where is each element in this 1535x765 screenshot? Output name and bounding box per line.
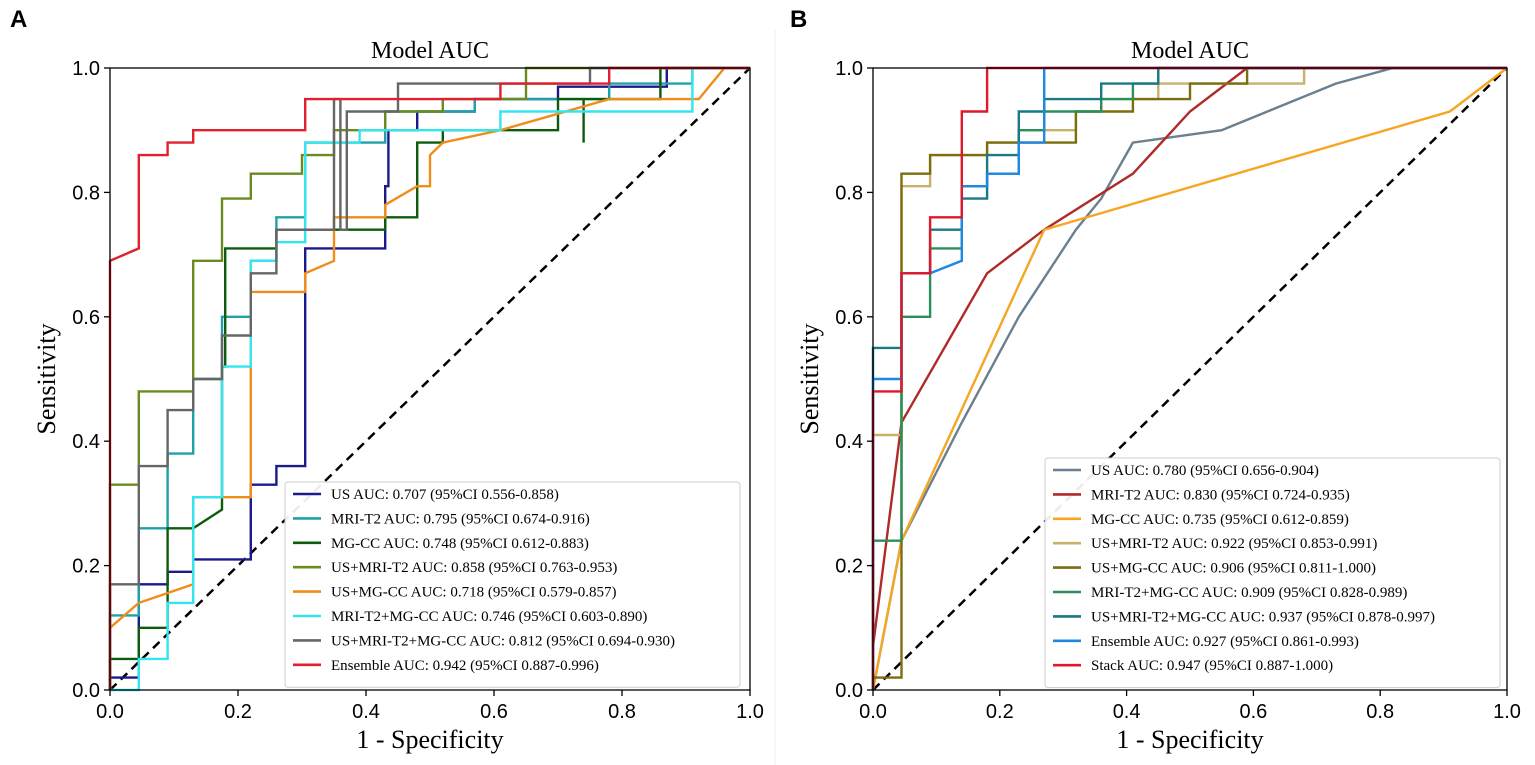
- panel-a-x-tick-label: 1.0: [736, 701, 764, 723]
- panel-a-x-axis-label: 1 - Specificity: [356, 725, 503, 754]
- panel-b-y-tick-label: 0.2: [835, 556, 863, 578]
- panel-a-title: Model AUC: [371, 38, 489, 64]
- panel-a-legend-entry-5: MRI-T2+MG-CC AUC: 0.746 (95%CI 0.603-0.8…: [331, 609, 647, 625]
- panel-b-y-tick-label: 1.0: [835, 58, 863, 80]
- panel-label-b: B: [790, 6, 808, 33]
- panel-a-y-tick-label: 0.4: [72, 431, 100, 453]
- panel-a-axes-frame: [109, 67, 751, 691]
- panel-b-y-tick-label: 0.6: [835, 307, 863, 329]
- panel-b-y-axis-label: Sensitivity: [795, 323, 824, 434]
- panel-a-chart: Model AUC 0.0 0.2 0.4 0.6 0.8 1.0 0.0 0.2 0.4 0.6 0…: [20, 30, 770, 765]
- panel-a-legend-box: [284, 481, 741, 688]
- panel-b-legend-entry-5: MRI-T2+MG-CC AUC: 0.909 (95%CI 0.828-0.9…: [1091, 585, 1407, 601]
- panel-a-series-line-6: [108, 66, 750, 690]
- panel-a-legend-entry-0: US AUC: 0.707 (95%CI 0.556-0.858): [331, 487, 559, 503]
- panel-b-series-line-1: [871, 66, 1507, 647]
- panel-b-legend-box: [1044, 457, 1501, 689]
- panel-b-legend-entry-6: US+MRI-T2+MG-CC AUC: 0.937 (95%CI 0.878-…: [1091, 609, 1435, 625]
- panel-b-x-tick-label: 0.0: [859, 701, 887, 723]
- panel-a-legend-entry-1: MRI-T2 AUC: 0.795 (95%CI 0.674-0.916): [331, 511, 590, 527]
- panel-b-x-axis-label: 1 - Specificity: [1116, 725, 1263, 754]
- panel-a-legend-entry-6: US+MRI-T2+MG-CC AUC: 0.812 (95%CI 0.694-…: [331, 633, 675, 649]
- panel-b-legend-entry-8: Stack AUC: 0.947 (95%CI 0.887-1.000): [1091, 658, 1333, 674]
- panel-a-x-tick-label: 0.0: [96, 701, 124, 723]
- panel-a-series-line-2: [108, 66, 750, 690]
- panel-b-x-tick-label: 0.8: [1366, 701, 1394, 723]
- panel-b-y-tick-label: 0.4: [835, 431, 863, 453]
- panel-b-legend-entry-2: MG-CC AUC: 0.735 (95%CI 0.612-0.859): [1091, 512, 1349, 528]
- panel-a-x-tick-label: 0.8: [608, 701, 636, 723]
- panel-a-diagonal-reference: [109, 67, 751, 691]
- panel-b-series-line-0: [871, 66, 1507, 691]
- panel-b-y-tick-label: 0.0: [835, 680, 863, 702]
- panel-a-y-tick-label: 0.2: [72, 556, 100, 578]
- panel-a-y-tick-label: 0.8: [72, 182, 100, 204]
- panel-a-y-tick-label: 0.6: [72, 307, 100, 329]
- panel-a-legend-entry-7: Ensemble AUC: 0.942 (95%CI 0.887-0.996): [331, 658, 599, 674]
- panel-a-y-tick-label: 1.0: [72, 58, 100, 80]
- panel-a-series-line-7: [108, 66, 750, 690]
- panel-a-series-line-3: [108, 66, 750, 690]
- panel-a-y-axis-label: Sensitivity: [32, 323, 61, 434]
- panel-b-legend-entry-7: Ensemble AUC: 0.927 (95%CI 0.861-0.993): [1091, 634, 1359, 650]
- panel-b-x-tick-label: 0.6: [1239, 701, 1267, 723]
- panel-a-x-tick-label: 0.6: [480, 701, 508, 723]
- panel-b-legend-entry-3: US+MRI-T2 AUC: 0.922 (95%CI 0.853-0.991): [1091, 536, 1377, 552]
- panel-b-diagonal-reference: [872, 67, 1508, 691]
- panel-b-legend-entry-4: US+MG-CC AUC: 0.906 (95%CI 0.811-1.000): [1091, 561, 1376, 577]
- panel-b-x-tick-label: 0.2: [986, 701, 1014, 723]
- panel-b-x-tick-label: 0.4: [1113, 701, 1141, 723]
- panel-b-y-tick-label: 0.8: [835, 182, 863, 204]
- panel-b-series-line-4: [871, 66, 1507, 690]
- panel-b-legend-entry-0: US AUC: 0.780 (95%CI 0.656-0.904): [1091, 463, 1319, 479]
- panel-b-axes-frame: [872, 67, 1508, 691]
- panel-a-y-tick-label: 0.0: [72, 680, 100, 702]
- panel-a-x-tick-label: 0.4: [352, 701, 380, 723]
- panel-b-x-tick-label: 1.0: [1493, 701, 1521, 723]
- panel-b-title: Model AUC: [1131, 38, 1249, 64]
- panel-a-legend-entry-4: US+MG-CC AUC: 0.718 (95%CI 0.579-0.857): [331, 585, 617, 601]
- panel-a-x-tick-label: 0.2: [224, 701, 252, 723]
- panel-a-legend-entry-3: US+MRI-T2 AUC: 0.858 (95%CI 0.763-0.953): [331, 560, 617, 576]
- panel-b-chart: Model AUC 0.0 0.2 0.4 0.6 0.8 1.0 0.0 0.2 0.4 0.6 0…: [783, 30, 1527, 765]
- panel-b-legend-entry-1: MRI-T2 AUC: 0.830 (95%CI 0.724-0.935): [1091, 487, 1350, 503]
- panel-a-legend-entry-2: MG-CC AUC: 0.748 (95%CI 0.612-0.883): [331, 536, 589, 552]
- panel-label-a: A: [10, 6, 28, 33]
- panel-b-series-line-8: [871, 66, 1507, 690]
- panel-b-series-line-2: [871, 67, 1508, 691]
